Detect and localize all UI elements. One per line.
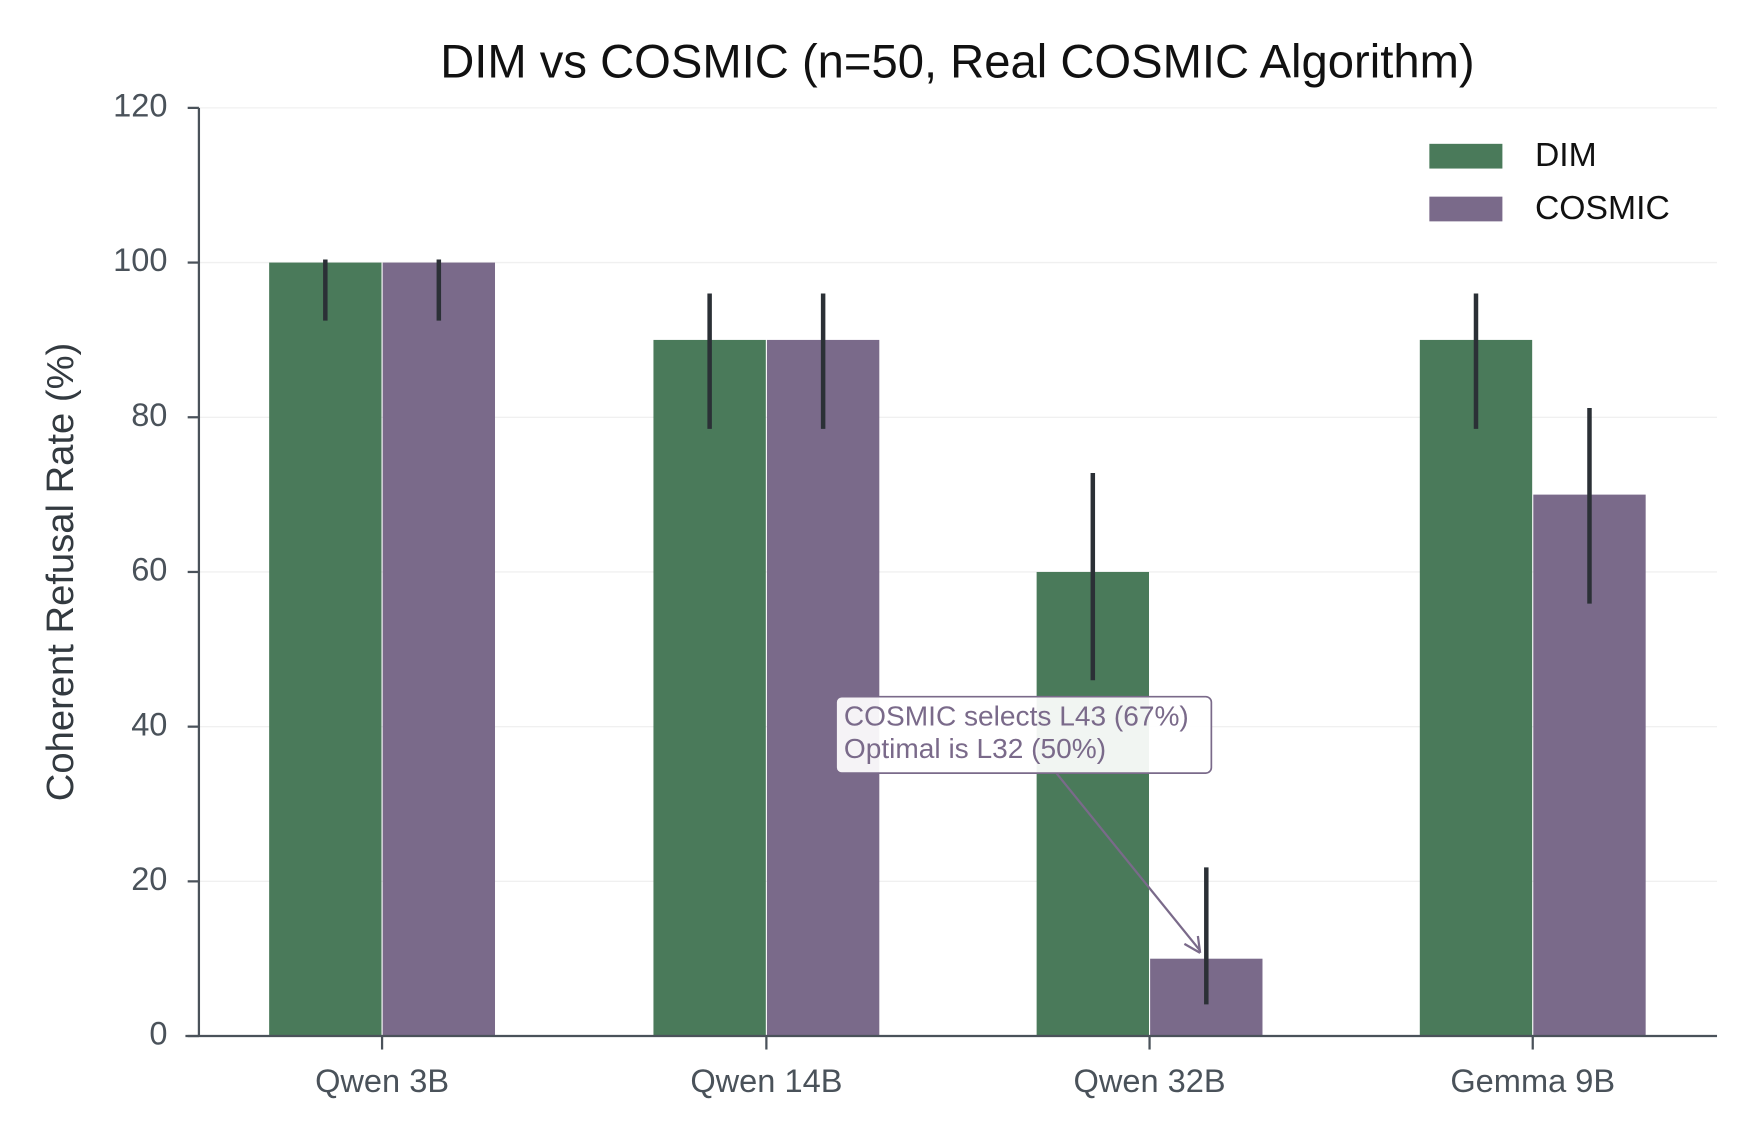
annotation-arrow xyxy=(1055,772,1201,952)
y-tick-label: 20 xyxy=(131,861,167,897)
x-tick-label: Gemma 9B xyxy=(1450,1063,1615,1099)
bar xyxy=(653,339,766,1037)
bar xyxy=(382,262,496,1037)
x-tick-label: Qwen 32B xyxy=(1073,1063,1225,1099)
y-tick-label: 0 xyxy=(149,1016,167,1052)
annotation-text: COSMIC selects L43 (67%) xyxy=(844,700,1189,731)
annotation-box xyxy=(835,695,1213,774)
y-tick-label: 80 xyxy=(131,397,167,433)
annotation-text: Optimal is L32 (50%) xyxy=(844,733,1106,764)
legend-swatch xyxy=(1429,143,1503,169)
y-tick-label: 60 xyxy=(131,552,167,588)
y-axis-label: Coherent Refusal Rate (%) xyxy=(39,343,82,801)
chart-title: DIM vs COSMIC (n=50, Real COSMIC Algorit… xyxy=(440,36,1474,89)
y-tick-label: 120 xyxy=(113,87,167,123)
legend-swatch xyxy=(1429,196,1503,222)
y-tick-label: 100 xyxy=(113,242,167,278)
bar xyxy=(269,262,382,1037)
annotation-arrowhead xyxy=(1183,935,1202,954)
x-tick-label: Qwen 14B xyxy=(690,1063,842,1099)
bar xyxy=(1419,339,1533,1037)
legend-label: COSMIC xyxy=(1535,189,1670,227)
x-tick-label: Qwen 3B xyxy=(315,1063,449,1099)
bar xyxy=(766,339,880,1037)
y-tick-label: 40 xyxy=(131,706,167,742)
legend-label: DIM xyxy=(1535,136,1597,174)
